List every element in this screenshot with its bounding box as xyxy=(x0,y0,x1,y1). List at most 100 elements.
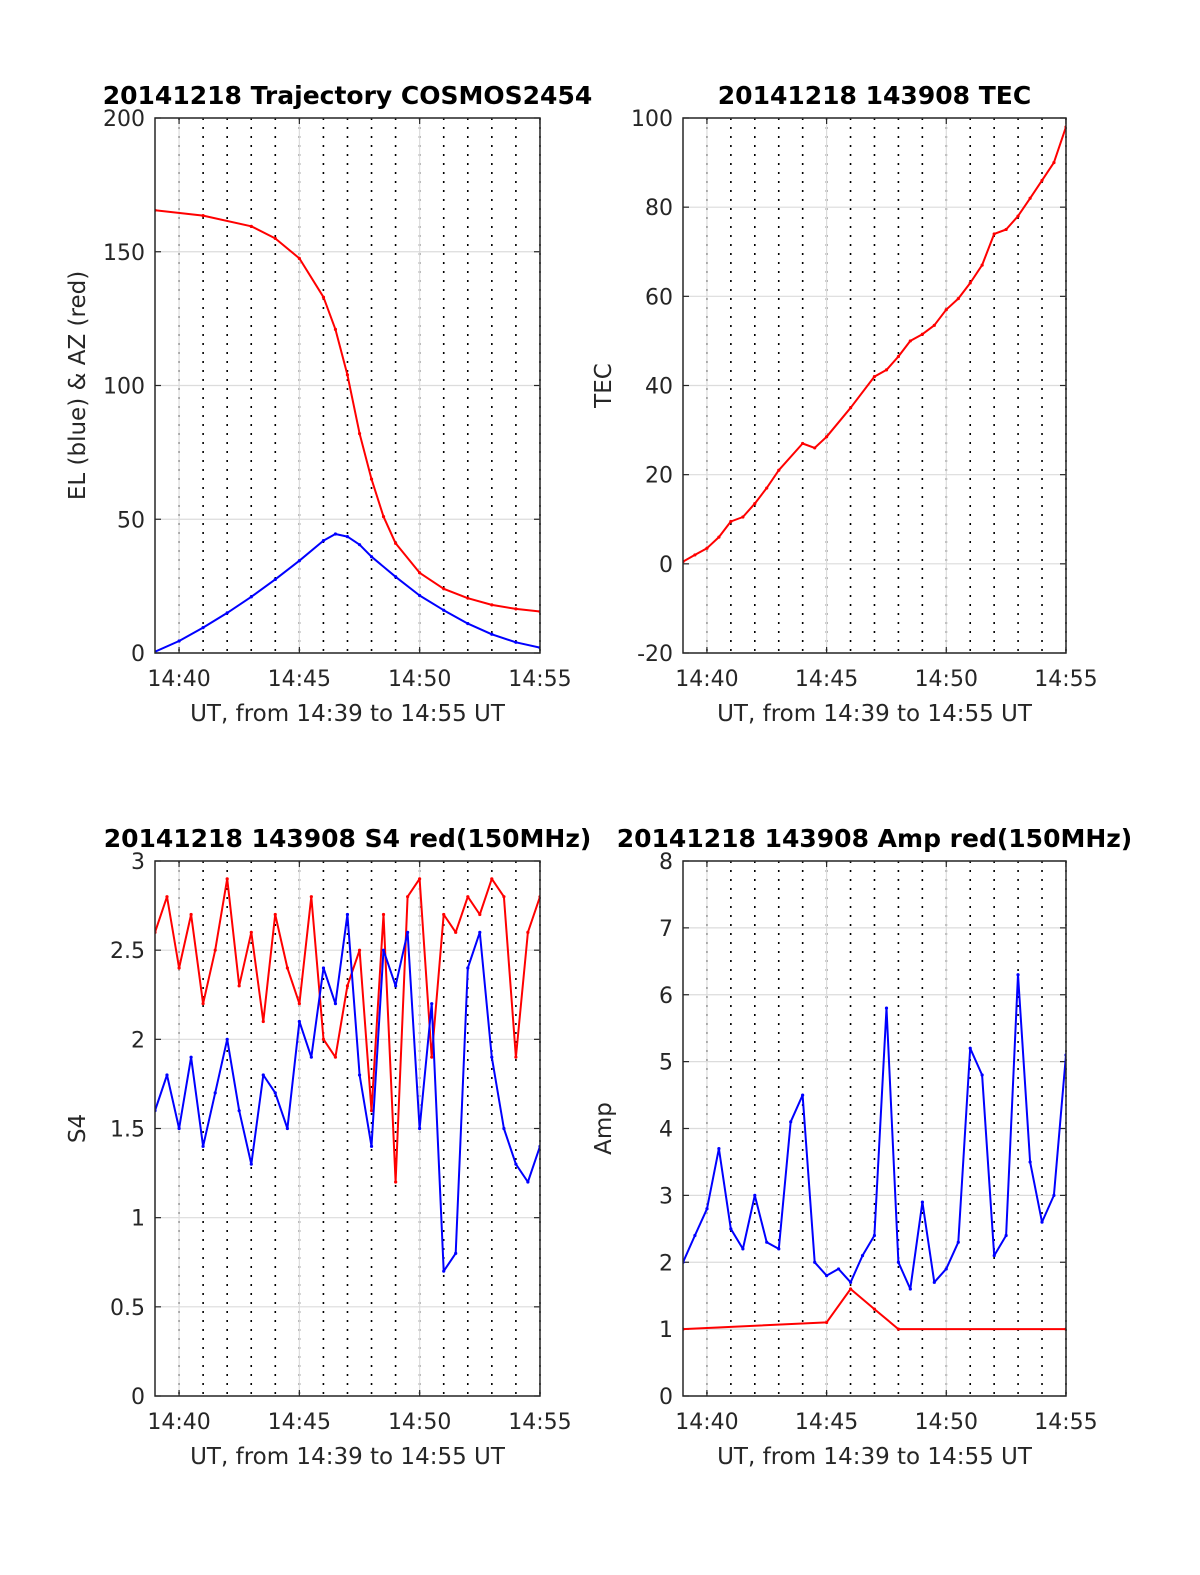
y-tick-label: 100 xyxy=(103,375,145,400)
data-point xyxy=(490,1055,494,1059)
y-tick-label: 20 xyxy=(645,464,673,489)
data-point xyxy=(189,912,193,917)
y-axis-label: Amp xyxy=(591,1102,617,1155)
y-tick-label: 3 xyxy=(131,850,145,875)
y-tick-label: 1 xyxy=(659,1318,673,1343)
data-point xyxy=(394,541,398,545)
data-point xyxy=(777,468,781,472)
data-point xyxy=(177,1126,181,1131)
data-point xyxy=(321,539,326,543)
data-point xyxy=(357,543,362,547)
series-line-1 xyxy=(683,126,1066,563)
data-point xyxy=(357,948,362,952)
x-tick-label: 14:40 xyxy=(147,667,210,692)
data-point xyxy=(490,877,494,881)
x-tick-label: 14:50 xyxy=(915,667,978,692)
x-axis-label: UT, from 14:39 to 14:55 UT xyxy=(190,701,506,727)
data-point xyxy=(1028,1160,1032,1164)
y-tick-label: 40 xyxy=(645,375,673,400)
data-point xyxy=(693,1233,697,1238)
data-point xyxy=(1040,1220,1044,1224)
data-point xyxy=(753,502,757,506)
data-point xyxy=(309,1055,313,1059)
data-point xyxy=(321,1037,326,1041)
data-point xyxy=(394,575,398,579)
y-tick-label: 80 xyxy=(645,196,673,221)
data-point xyxy=(225,877,229,881)
x-tick-label: 14:50 xyxy=(388,667,451,692)
data-point xyxy=(729,519,733,524)
data-point xyxy=(165,1073,169,1077)
data-point xyxy=(213,1091,217,1095)
data-point xyxy=(1052,160,1056,165)
x-axis-label: UT, from 14:39 to 14:55 UT xyxy=(717,1444,1033,1470)
data-point xyxy=(968,1046,972,1050)
data-point xyxy=(189,1055,193,1059)
x-axis-label: UT, from 14:39 to 14:55 UT xyxy=(717,701,1033,727)
data-point xyxy=(717,535,721,539)
data-point xyxy=(177,639,181,643)
data-point xyxy=(369,555,374,559)
x-tick-label: 14:55 xyxy=(508,667,571,692)
data-point xyxy=(908,339,912,343)
y-tick-label: 50 xyxy=(117,508,145,533)
data-point xyxy=(369,1109,374,1113)
axes-frame xyxy=(682,860,1067,1397)
data-point xyxy=(225,1037,229,1041)
data-point xyxy=(932,1280,936,1284)
data-point xyxy=(297,559,301,563)
y-axis-label: TEC xyxy=(591,363,617,409)
data-point xyxy=(801,1093,805,1097)
data-point xyxy=(848,1287,853,1291)
data-point xyxy=(884,1006,889,1010)
data-point xyxy=(980,1073,984,1077)
data-point xyxy=(466,895,470,899)
y-tick-label: 2 xyxy=(659,1251,673,1276)
data-point xyxy=(454,930,458,934)
data-point xyxy=(333,1002,338,1006)
x-tick-label: 14:45 xyxy=(268,1410,331,1435)
y-tick-label: 0 xyxy=(659,553,673,578)
x-tick-label: 14:40 xyxy=(675,1410,738,1435)
data-point xyxy=(345,373,350,377)
data-point xyxy=(406,895,410,899)
data-point xyxy=(932,323,936,327)
x-tick-label: 14:55 xyxy=(1034,1410,1097,1435)
data-point xyxy=(285,966,289,970)
data-point xyxy=(705,1207,709,1211)
data-point xyxy=(430,1002,434,1006)
x-tick-label: 14:45 xyxy=(268,667,331,692)
x-axis-label: UT, from 14:39 to 14:55 UT xyxy=(190,1444,506,1470)
data-point xyxy=(442,587,446,591)
data-point xyxy=(490,603,494,607)
y-tick-label: 1.5 xyxy=(110,1118,145,1143)
data-point xyxy=(1028,196,1032,200)
data-point xyxy=(813,1260,817,1264)
data-point xyxy=(1040,178,1044,183)
data-point xyxy=(394,1180,398,1184)
data-point xyxy=(369,477,374,481)
x-tick-label: 14:40 xyxy=(675,667,738,692)
data-point xyxy=(765,486,769,490)
data-point xyxy=(345,912,350,917)
data-point xyxy=(825,435,829,439)
data-point xyxy=(177,966,181,970)
data-point xyxy=(357,432,362,436)
data-point xyxy=(490,632,494,636)
x-tick-label: 14:55 xyxy=(508,1410,571,1435)
data-point xyxy=(297,1019,301,1024)
data-point xyxy=(442,1269,446,1273)
data-point xyxy=(741,515,745,519)
data-point xyxy=(693,553,697,557)
data-point xyxy=(442,912,446,917)
data-point xyxy=(729,1227,733,1231)
data-point xyxy=(968,281,972,285)
y-axis-label: S4 xyxy=(65,1114,91,1143)
y-tick-label: 5 xyxy=(659,1051,673,1076)
data-point xyxy=(418,593,422,598)
data-point xyxy=(825,1274,829,1278)
data-point xyxy=(514,607,518,611)
data-point xyxy=(201,1144,205,1148)
x-tick-label: 14:55 xyxy=(1034,667,1097,692)
